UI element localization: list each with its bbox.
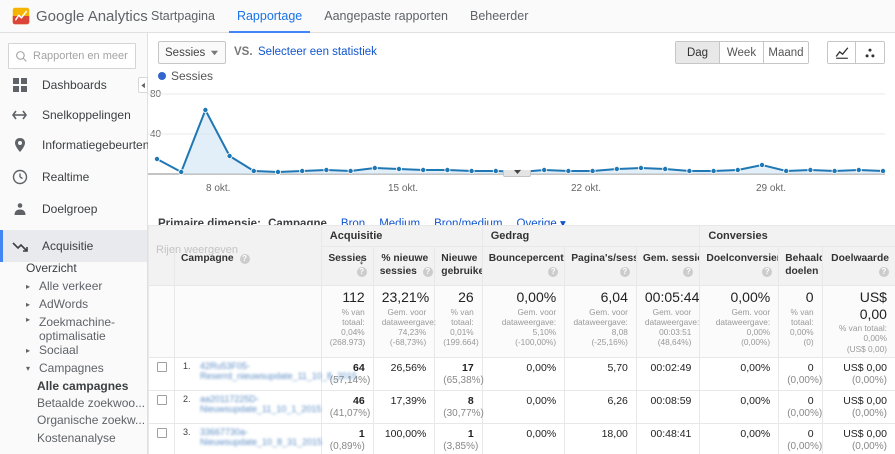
svg-text:8 okt.: 8 okt.	[206, 183, 230, 194]
svg-text:22 okt.: 22 okt.	[571, 183, 601, 194]
svg-text:29 okt.: 29 okt.	[756, 183, 786, 194]
svg-text:15 okt.: 15 okt.	[388, 183, 418, 194]
